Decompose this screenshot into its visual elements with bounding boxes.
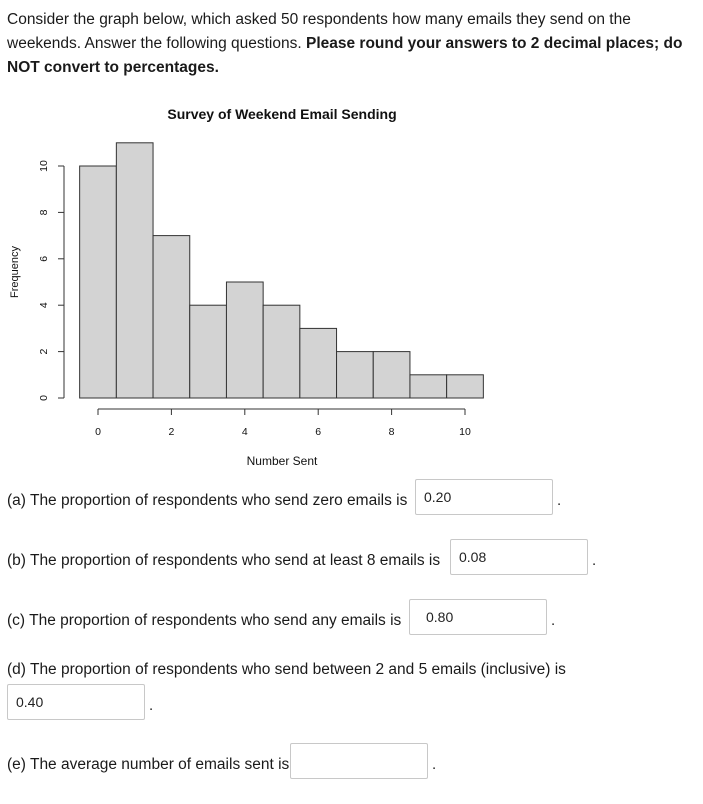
period-c: . xyxy=(551,612,556,629)
histogram-bar xyxy=(409,374,448,399)
y-axis: 0 2 4 6 8 10 xyxy=(38,160,65,401)
y-tick-label: 8 xyxy=(38,209,50,215)
histogram-bar xyxy=(225,281,264,399)
answer-e-input[interactable] xyxy=(290,743,428,779)
histogram-bar xyxy=(446,374,484,399)
y-tick-label: 2 xyxy=(38,349,50,355)
instructions-bold: Please round your answers to 2 decimal p… xyxy=(7,35,683,76)
instructions-text: Consider the graph below, which asked 50… xyxy=(7,11,631,52)
bars xyxy=(79,142,484,399)
question-a: (a) The proportion of respondents who se… xyxy=(7,492,408,509)
histogram-bar xyxy=(115,142,154,399)
question-d: (d) The proportion of respondents who se… xyxy=(7,661,566,678)
answer-b-input[interactable] xyxy=(450,539,588,575)
period-b: . xyxy=(592,552,597,569)
x-axis: 0 2 4 6 8 10 xyxy=(95,408,471,438)
histogram-bar xyxy=(79,165,117,399)
y-tick-label: 4 xyxy=(38,302,50,308)
histogram-bar xyxy=(336,351,374,399)
y-tick-label: 10 xyxy=(38,160,50,172)
period-d: . xyxy=(149,697,154,714)
answer-d-input[interactable] xyxy=(7,684,145,720)
y-axis-label: Frequency xyxy=(9,246,21,298)
instructions: Consider the graph below, which asked 50… xyxy=(7,8,697,80)
x-tick-label: 10 xyxy=(459,426,471,438)
question-e: (e) The average number of emails sent is xyxy=(7,756,290,773)
period-e: . xyxy=(432,756,437,773)
period-a: . xyxy=(557,492,562,509)
y-tick-label: 6 xyxy=(38,256,50,262)
histogram-bar xyxy=(262,304,301,399)
answer-c-input[interactable] xyxy=(409,599,547,635)
chart-title: Survey of Weekend Email Sending xyxy=(167,106,396,122)
x-tick-label: 2 xyxy=(168,426,174,438)
answer-a-input[interactable] xyxy=(415,479,553,515)
histogram-chart: Survey of Weekend Email Sending 0246810 … xyxy=(9,106,484,468)
x-axis-label: Number Sent xyxy=(247,454,318,468)
histogram-bar xyxy=(189,304,227,399)
y-tick-label: 0 xyxy=(38,395,50,401)
x-tick-label: 0 xyxy=(95,426,101,438)
histogram-bar xyxy=(372,351,411,399)
question-c: (c) The proportion of respondents who se… xyxy=(7,612,402,629)
x-tick-label: 6 xyxy=(315,426,321,438)
x-tick-label: 4 xyxy=(242,426,248,438)
question-b: (b) The proportion of respondents who se… xyxy=(7,552,441,569)
histogram-bar xyxy=(152,235,191,399)
histogram-bar xyxy=(299,327,338,399)
x-tick-label: 8 xyxy=(389,426,395,438)
